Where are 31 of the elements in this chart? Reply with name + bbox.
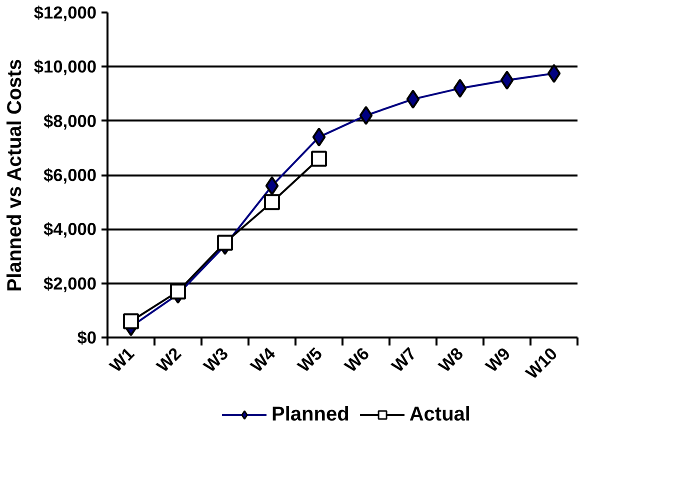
point — [311, 150, 327, 167]
y-tick-label: $10,000 — [34, 56, 97, 77]
x-tick-label: W7 — [388, 343, 420, 376]
y-tick-label: $8,000 — [44, 110, 96, 131]
point — [547, 64, 561, 83]
point — [170, 283, 186, 300]
y-tick-label: $0 — [77, 328, 97, 348]
y-tick-label: $12,000 — [34, 2, 97, 22]
point — [312, 128, 326, 147]
point — [359, 106, 373, 125]
x-tick-label: W4 — [246, 343, 280, 376]
point — [500, 70, 514, 90]
x-tick-label: W3 — [200, 343, 232, 376]
x-tick-label: W5 — [294, 343, 326, 376]
point — [265, 176, 279, 196]
point — [453, 78, 467, 98]
point — [264, 194, 280, 210]
y-axis-title: Planned vs Actual Costs — [4, 59, 26, 292]
y-tick-label: $6,000 — [44, 165, 96, 185]
point — [217, 234, 233, 251]
y-tick-label: $4,000 — [44, 219, 96, 240]
x-tick-label: W6 — [340, 343, 374, 376]
point — [123, 313, 139, 330]
x-tick-label: W1 — [106, 343, 138, 376]
x-tick-label: W8 — [434, 343, 468, 376]
x-tick-label: W2 — [152, 343, 186, 376]
y-tick-label: $2,000 — [44, 273, 96, 294]
point — [406, 90, 420, 109]
legend-label: Planned — [272, 403, 350, 426]
legend-label: Actual — [409, 403, 470, 426]
x-tick-label: W9 — [482, 343, 514, 376]
